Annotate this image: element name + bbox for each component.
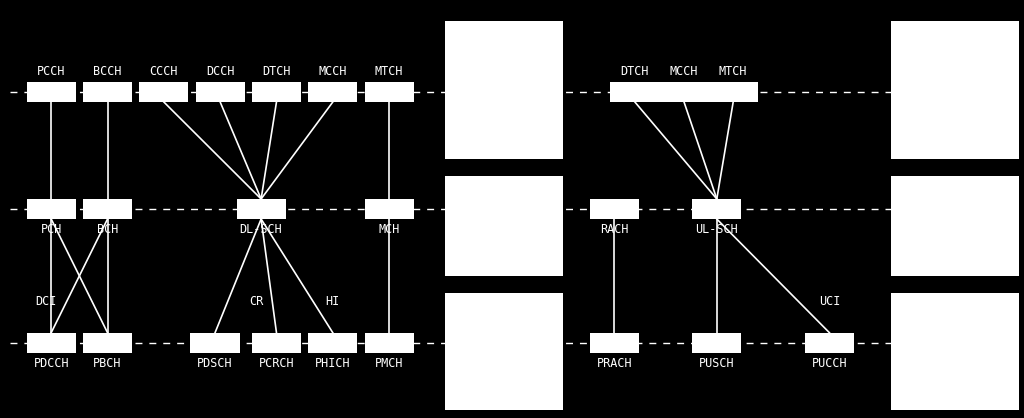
Text: PBCH: PBCH [93, 357, 122, 370]
Text: DTCH: DTCH [621, 65, 649, 78]
Text: MCCH: MCCH [670, 65, 698, 78]
Text: BCCH: BCCH [93, 65, 122, 78]
Text: UCI: UCI [819, 295, 840, 308]
Text: MCCH: MCCH [318, 65, 347, 78]
Text: BCH: BCH [97, 223, 118, 236]
Text: DL-SCH: DL-SCH [240, 223, 283, 236]
Text: DCI: DCI [36, 295, 56, 308]
Bar [365, 199, 414, 219]
Bar [27, 333, 76, 353]
Bar [27, 82, 76, 102]
Text: PUSCH: PUSCH [699, 357, 734, 370]
Text: PHICH: PHICH [315, 357, 350, 370]
Bar [83, 82, 132, 102]
Bar [891, 176, 1019, 276]
Text: PRACH: PRACH [597, 357, 632, 370]
Text: PDCCH: PDCCH [34, 357, 69, 370]
Text: RACH: RACH [600, 223, 629, 236]
Text: PCCH: PCCH [37, 65, 66, 78]
Bar [252, 82, 301, 102]
Bar [445, 21, 563, 159]
Bar [659, 82, 709, 102]
Text: CR: CR [249, 295, 263, 308]
Bar [83, 199, 132, 219]
Bar [196, 82, 245, 102]
Bar [805, 333, 854, 353]
Bar [610, 82, 659, 102]
Text: MTCH: MTCH [719, 65, 748, 78]
Text: PCH: PCH [41, 223, 61, 236]
Bar [308, 333, 357, 353]
Text: PUCCH: PUCCH [812, 357, 847, 370]
Bar [590, 199, 639, 219]
Bar [709, 82, 758, 102]
Bar [692, 333, 741, 353]
Bar [445, 176, 563, 276]
Bar [237, 199, 286, 219]
Text: MTCH: MTCH [375, 65, 403, 78]
Bar [27, 199, 76, 219]
Text: CCCH: CCCH [150, 65, 178, 78]
Bar [590, 333, 639, 353]
Text: DTCH: DTCH [262, 65, 291, 78]
Text: MCH: MCH [379, 223, 399, 236]
Text: PDSCH: PDSCH [198, 357, 232, 370]
Text: PCRCH: PCRCH [259, 357, 294, 370]
Bar [139, 82, 188, 102]
Text: PMCH: PMCH [375, 357, 403, 370]
Bar [252, 333, 301, 353]
Bar [308, 82, 357, 102]
Bar [891, 21, 1019, 159]
Text: UL-SCH: UL-SCH [695, 223, 738, 236]
Bar [891, 293, 1019, 410]
Text: DCCH: DCCH [206, 65, 234, 78]
Bar [692, 199, 741, 219]
Bar [190, 333, 240, 353]
Text: HI: HI [326, 295, 340, 308]
Bar [445, 293, 563, 410]
Bar [83, 333, 132, 353]
Bar [365, 82, 414, 102]
Bar [365, 333, 414, 353]
